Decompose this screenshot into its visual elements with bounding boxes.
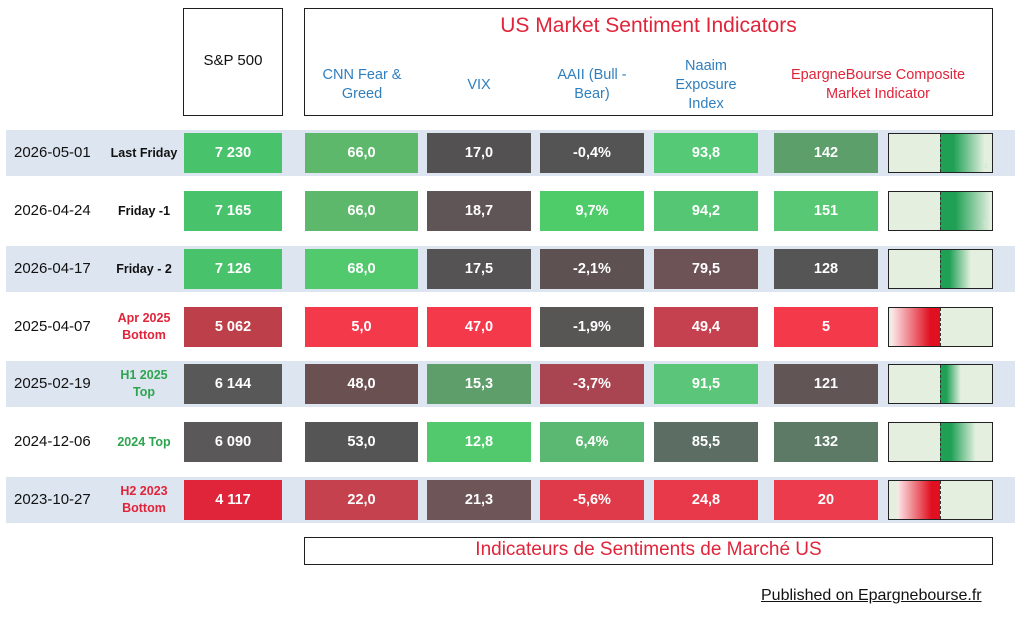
row-label: Apr 2025 Bottom [117, 311, 171, 342]
row-label: Last Friday [110, 145, 178, 160]
cell-cnn: 48,0 [305, 364, 418, 404]
row-label: H1 2025 Top [120, 368, 168, 399]
composite-gauge: 5 [888, 191, 993, 231]
cell-aaii: -0,4% [540, 133, 644, 173]
cell-aaii: 9,7% [540, 191, 644, 231]
cell-naaim: 49,4 [654, 307, 758, 347]
cell-vix: 17,0 [427, 133, 531, 173]
cell-vix: 47,0 [427, 307, 531, 347]
cell-sp: 7 230 [184, 133, 282, 173]
cell-cnn: 53,0 [305, 422, 418, 462]
row-label: Friday -1 [117, 203, 171, 218]
cell-naaim: 94,2 [654, 191, 758, 231]
cell-naaim: 91,5 [654, 364, 758, 404]
column-header-aaii: AAII (Bull - Bear) [557, 67, 627, 102]
composite-gauge [888, 249, 993, 289]
cell-sp: 7 126 [184, 249, 282, 289]
gauge-glyph: 5 [982, 219, 988, 229]
column-header-naaim: Naaim Exposure Index [675, 57, 737, 112]
gauge-midline [940, 250, 941, 288]
cell-aaii: -1,9% [540, 307, 644, 347]
row-date: 2023-10-27 [14, 491, 91, 508]
composite-gauge [888, 364, 993, 404]
cell-aaii: -2,1% [540, 249, 644, 289]
sp500-header-box [183, 8, 283, 116]
composite-gauge: 4 [888, 133, 993, 173]
cell-vix: 21,3 [427, 480, 531, 520]
cell-cnn: 66,0 [305, 133, 418, 173]
cell-vix: 17,5 [427, 249, 531, 289]
gauge-fill [940, 423, 976, 461]
cell-naaim: 79,5 [654, 249, 758, 289]
gauge-fill [891, 308, 940, 346]
footer-box [304, 537, 993, 565]
cell-cnn: 66,0 [305, 191, 418, 231]
cell-composite: 121 [774, 364, 878, 404]
cell-naaim: 85,5 [654, 422, 758, 462]
page-title: US Market Sentiment Indicators [500, 14, 797, 37]
gauge-fill [940, 134, 985, 172]
row-date: 2025-04-07 [14, 318, 91, 335]
cell-sp: 4 117 [184, 480, 282, 520]
sp500-header-label: S&P 500 [203, 52, 263, 69]
gauge-glyph: 4 [982, 161, 988, 171]
cell-composite: 142 [774, 133, 878, 173]
cell-cnn: 22,0 [305, 480, 418, 520]
cell-sp: 6 090 [184, 422, 282, 462]
gauge-midline [940, 134, 941, 172]
row-label: 2024 Top [117, 434, 171, 449]
cell-composite: 5 [774, 307, 878, 347]
composite-gauge [888, 480, 993, 520]
row-label: Friday - 2 [116, 261, 172, 276]
cell-vix: 12,8 [427, 422, 531, 462]
cell-cnn: 68,0 [305, 249, 418, 289]
cell-aaii: 6,4% [540, 422, 644, 462]
cell-naaim: 24,8 [654, 480, 758, 520]
cell-aaii: -3,7% [540, 364, 644, 404]
row-date: 2024-12-06 [14, 433, 91, 450]
gauge-midline [940, 308, 941, 346]
column-header-cnn: CNN Fear & Greed [322, 67, 402, 102]
cell-naaim: 93,8 [654, 133, 758, 173]
gauge-fill [940, 365, 961, 403]
cell-sp: 7 165 [184, 191, 282, 231]
footer-title: Indicateurs de Sentiments de Marché US [475, 539, 822, 560]
column-header-composite: EpargneBourse Composite Market Indicator [790, 67, 966, 102]
cell-composite: 132 [774, 422, 878, 462]
row-label: H2 2023 Bottom [120, 484, 168, 515]
row-date: 2025-02-19 [14, 375, 91, 392]
cell-sp: 6 144 [184, 364, 282, 404]
gauge-midline [940, 481, 941, 519]
column-header-vix: VIX [467, 76, 491, 93]
cell-composite: 128 [774, 249, 878, 289]
gauge-midline [940, 192, 941, 230]
gauge-midline [940, 423, 941, 461]
gauge-fill [940, 250, 971, 288]
cell-composite: 151 [774, 191, 878, 231]
composite-gauge [888, 307, 993, 347]
published-link[interactable]: Published on Epargnebourse.fr [761, 587, 982, 604]
cell-sp: 5 062 [184, 307, 282, 347]
composite-gauge [888, 422, 993, 462]
row-date: 2026-05-01 [14, 144, 91, 161]
row-date: 2026-04-17 [14, 260, 91, 277]
title-box [304, 8, 993, 116]
cell-composite: 20 [774, 480, 878, 520]
cell-vix: 15,3 [427, 364, 531, 404]
gauge-fill [940, 192, 991, 230]
cell-aaii: -5,6% [540, 480, 644, 520]
gauge-fill [897, 481, 940, 519]
cell-cnn: 5,0 [305, 307, 418, 347]
row-date: 2026-04-24 [14, 202, 91, 219]
gauge-midline [940, 365, 941, 403]
cell-vix: 18,7 [427, 191, 531, 231]
